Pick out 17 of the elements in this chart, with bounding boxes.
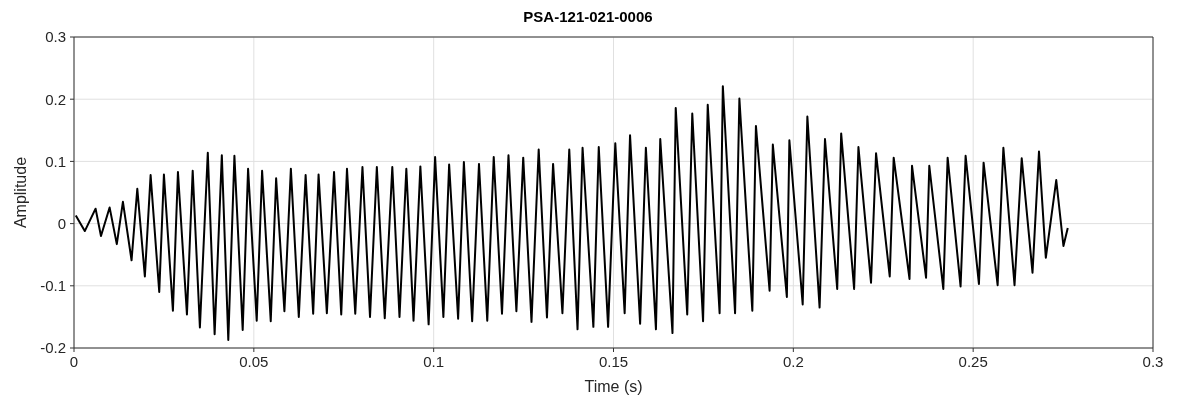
x-tick-label: 0.1 [423,352,445,370]
y-tick-label: -0.1 [40,277,66,295]
y-tick-label: 0.3 [45,28,66,46]
y-tick-label: 0.1 [45,152,66,170]
chart-title: PSA-121-021-0006 [522,8,654,26]
y-tick-label: -0.2 [40,339,66,357]
y-axis-title: Amplitude [11,156,29,229]
x-tick-label: 0.15 [598,352,629,370]
x-tick-label: 0.25 [958,352,988,370]
line-series [74,85,1069,341]
x-axis-title: Time (s) [584,378,643,395]
x-tick-label: 0 [69,352,79,370]
y-tick-label: 0 [57,214,66,232]
x-tick-label: 0.05 [239,352,269,370]
x-tick-label: 0.3 [1142,352,1164,370]
x-tick-label: 0.2 [782,352,804,370]
y-tick-label: 0.2 [45,90,66,108]
